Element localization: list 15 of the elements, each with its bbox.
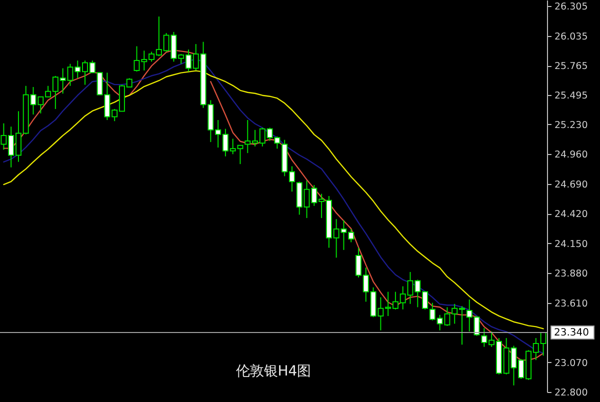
- y-tick-label: 22.800: [554, 388, 588, 398]
- y-tick-label: 24.960: [554, 150, 588, 161]
- y-tick-label: 25.765: [554, 61, 588, 72]
- y-tick-label: 23.880: [554, 268, 588, 280]
- y-tick-label: 26.035: [554, 31, 588, 42]
- text: 伦敦银H4图: [236, 364, 312, 380]
- y-tick-label: 24.150: [554, 238, 588, 250]
- y-tick-label: 24.690: [554, 179, 588, 190]
- y-tick-label: 25.230: [554, 120, 588, 131]
- y-tick-label: 23.070: [554, 358, 588, 369]
- y-tick-label: 25.495: [554, 90, 588, 102]
- y-tick-label: 26.305: [554, 2, 588, 13]
- y-tick-label: 23.610: [554, 298, 588, 310]
- ref-line-label: 23.340: [554, 328, 589, 339]
- y-tick-label: 24.420: [554, 209, 588, 220]
